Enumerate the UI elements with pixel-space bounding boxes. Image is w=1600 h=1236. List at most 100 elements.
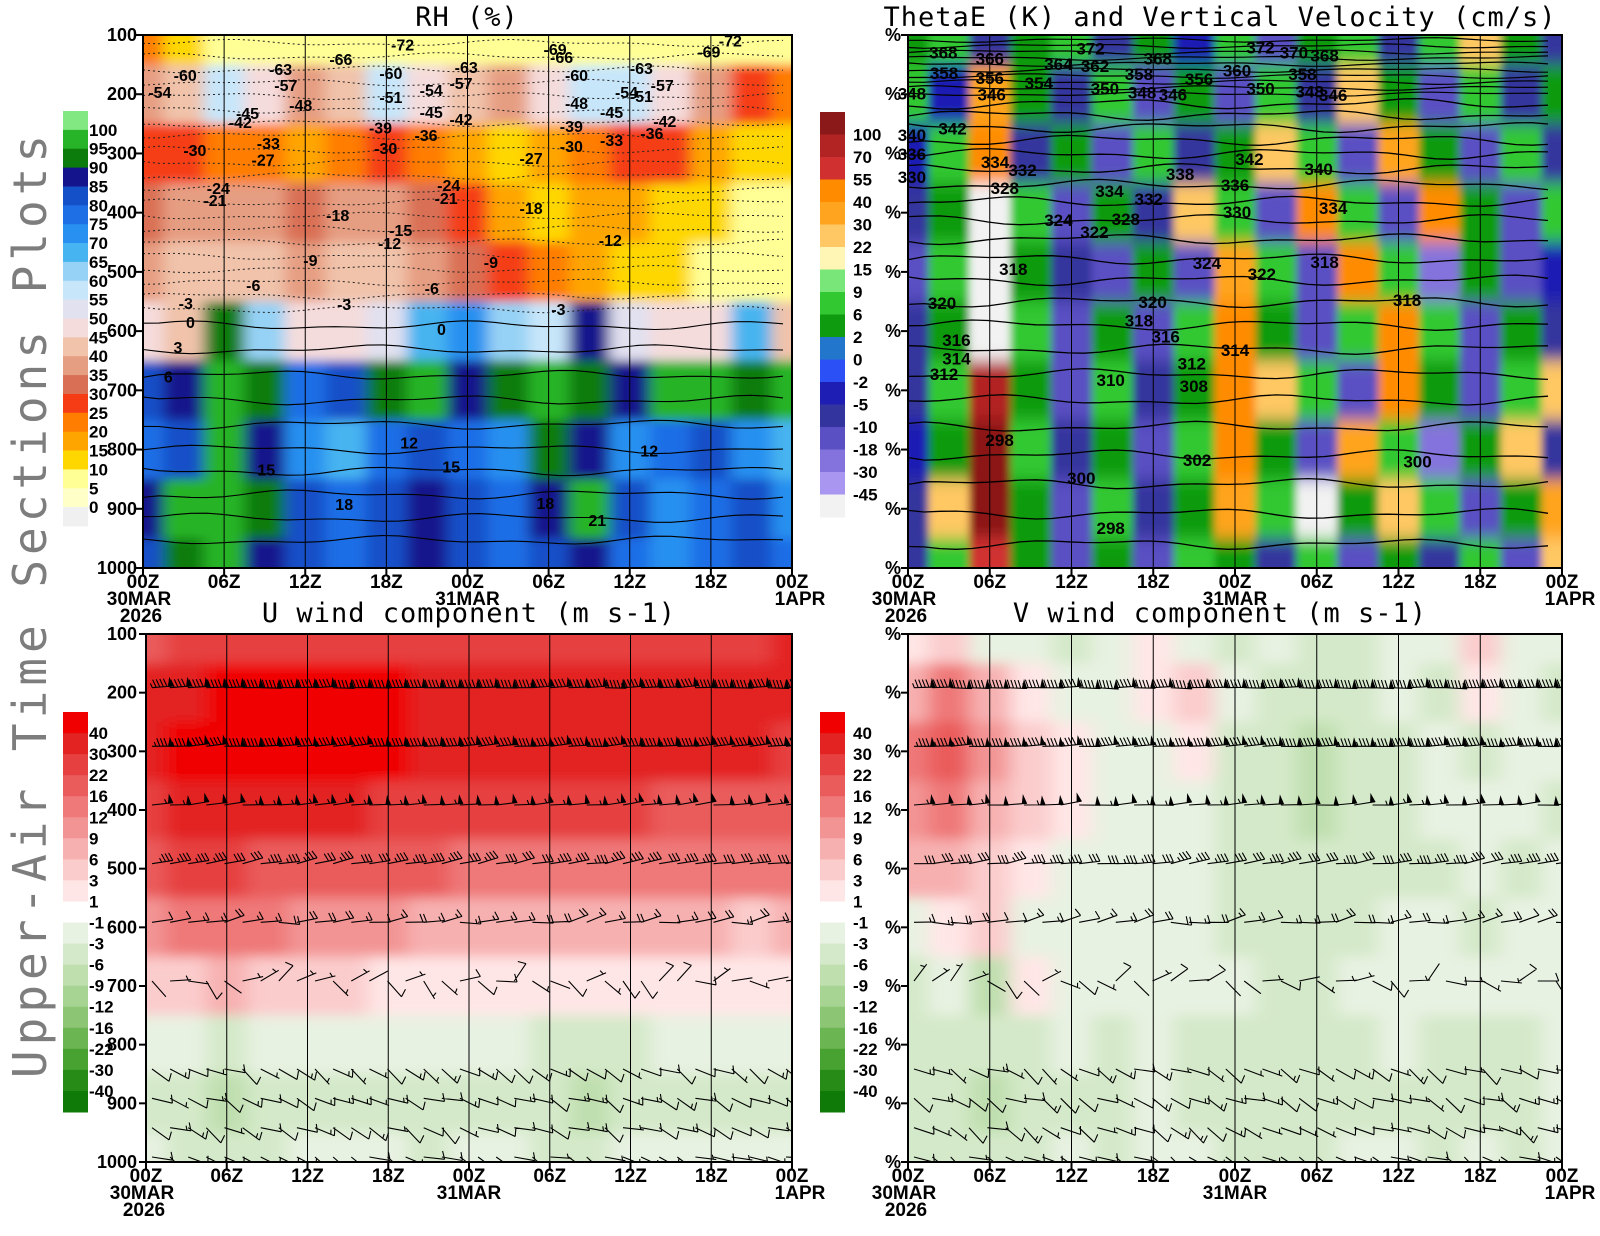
svg-text:00Z: 00Z: [1219, 572, 1252, 593]
svg-text:330: 330: [898, 168, 926, 187]
svg-text:-69: -69: [697, 45, 720, 62]
svg-text:%: %: [885, 380, 901, 400]
svg-text:-6: -6: [853, 956, 868, 975]
svg-text:318: 318: [1310, 253, 1338, 272]
svg-text:%: %: [885, 143, 901, 163]
svg-text:22: 22: [853, 766, 872, 785]
svg-text:%: %: [885, 976, 901, 996]
svg-text:0: 0: [89, 498, 98, 517]
svg-text:-63: -63: [455, 60, 478, 77]
svg-text:18Z: 18Z: [1137, 572, 1170, 593]
svg-text:0: 0: [853, 351, 862, 370]
svg-text:1000: 1000: [97, 1152, 137, 1172]
panel-4-y-axis: %%%%%%%%%%: [885, 624, 908, 1172]
page-title: Upper-Air Time Sections Plots: [3, 129, 57, 1079]
svg-text:22: 22: [853, 238, 872, 257]
svg-text:25: 25: [89, 404, 108, 423]
svg-text:%: %: [885, 440, 901, 460]
svg-text:-24: -24: [437, 178, 460, 195]
svg-text:800: 800: [107, 1035, 137, 1055]
svg-text:%: %: [885, 624, 901, 644]
svg-text:332: 332: [1008, 161, 1036, 180]
svg-text:320: 320: [928, 294, 956, 313]
svg-text:06Z: 06Z: [1300, 1166, 1333, 1187]
svg-text:9: 9: [89, 829, 98, 848]
svg-text:70: 70: [89, 234, 108, 253]
panel-title-rh: RH (%): [415, 2, 519, 33]
svg-text:-42: -42: [449, 112, 472, 129]
svg-text:-36: -36: [414, 128, 437, 145]
svg-text:-39: -39: [369, 121, 392, 138]
svg-text:5: 5: [89, 479, 98, 498]
svg-text:00Z: 00Z: [453, 1166, 486, 1187]
svg-text:00Z: 00Z: [1219, 1166, 1252, 1187]
svg-text:700: 700: [107, 380, 137, 400]
svg-text:06Z: 06Z: [210, 1166, 243, 1187]
svg-text:358: 358: [1125, 65, 1153, 84]
svg-text:00Z: 00Z: [776, 572, 809, 593]
svg-text:31MAR: 31MAR: [435, 589, 500, 610]
svg-text:12Z: 12Z: [1382, 1166, 1415, 1187]
svg-text:2: 2: [853, 328, 862, 347]
svg-text:334: 334: [981, 153, 1010, 172]
panel-3-x-axis: 00Z 06Z 12Z 18Z 00Z 06Z 12Z 18Z 00Z30MAR202631MA…: [110, 1162, 826, 1221]
svg-text:-54: -54: [420, 83, 443, 100]
svg-text:308: 308: [1180, 377, 1208, 396]
svg-text:360: 360: [1223, 62, 1251, 81]
panel-3-wind-barbs: [149, 676, 792, 1162]
svg-text:40: 40: [89, 347, 108, 366]
svg-text:30: 30: [89, 745, 108, 764]
panel-1-contour-labels: -72 -72-69 -69-66 -66-63 -63 -63-60 -60 -60-57-…: [148, 33, 742, 530]
svg-text:314: 314: [942, 350, 971, 369]
svg-text:-3: -3: [89, 935, 104, 954]
svg-text:322: 322: [1080, 223, 1108, 242]
svg-text:18Z: 18Z: [695, 572, 728, 593]
svg-text:328: 328: [991, 179, 1019, 198]
svg-text:70: 70: [853, 148, 872, 167]
svg-text:80: 80: [89, 196, 108, 215]
svg-text:302: 302: [1183, 451, 1211, 470]
svg-text:3: 3: [853, 871, 862, 890]
panel-3-colorbar: 40 30 22 16 12 9 6 3 1 -1 -3 -6 -9 -12 -16 -22 -30 -40: [63, 712, 114, 1113]
svg-text:%: %: [885, 262, 901, 282]
svg-text:%: %: [885, 499, 901, 519]
svg-text:-45: -45: [853, 486, 878, 505]
panel-3-grid-lines: [226, 634, 712, 1162]
svg-text:-2: -2: [853, 373, 868, 392]
svg-text:348: 348: [1128, 84, 1156, 103]
svg-text:55: 55: [853, 171, 872, 190]
svg-text:1APR: 1APR: [775, 589, 826, 610]
svg-text:200: 200: [107, 683, 137, 703]
svg-text:18Z: 18Z: [372, 1166, 405, 1187]
svg-text:06Z: 06Z: [1300, 572, 1333, 593]
svg-text:30: 30: [853, 216, 872, 235]
svg-text:-60: -60: [379, 66, 402, 83]
svg-text:12Z: 12Z: [614, 1166, 647, 1187]
svg-text:-16: -16: [853, 1019, 878, 1038]
svg-text:-9: -9: [853, 977, 868, 996]
svg-text:%: %: [885, 859, 901, 879]
svg-text:600: 600: [107, 321, 137, 341]
svg-text:-9: -9: [89, 977, 104, 996]
panel-title-u-wind: U wind component (m s-1): [261, 598, 677, 629]
svg-text:348: 348: [1295, 83, 1323, 102]
svg-text:30MAR: 30MAR: [110, 1183, 175, 1204]
svg-text:-54: -54: [148, 85, 171, 102]
svg-text:15: 15: [89, 442, 108, 461]
svg-text:100: 100: [89, 121, 117, 140]
svg-text:-42: -42: [653, 114, 676, 131]
panel-2-colorbar: 100 70 55 40 30 22 15 9 6 2 0 -2 -5 -10 -18 -30 -45: [820, 112, 881, 518]
svg-text:340: 340: [1305, 160, 1333, 179]
svg-text:336: 336: [1221, 176, 1249, 195]
panel-title-thetae: ThetaE (K) and Vertical Velocity (cm/s): [883, 2, 1557, 33]
svg-text:15: 15: [442, 460, 460, 477]
svg-text:-30: -30: [183, 143, 206, 160]
svg-text:900: 900: [107, 1093, 137, 1113]
svg-text:3: 3: [89, 871, 98, 890]
svg-text:%: %: [885, 683, 901, 703]
svg-text:-21: -21: [203, 193, 226, 210]
